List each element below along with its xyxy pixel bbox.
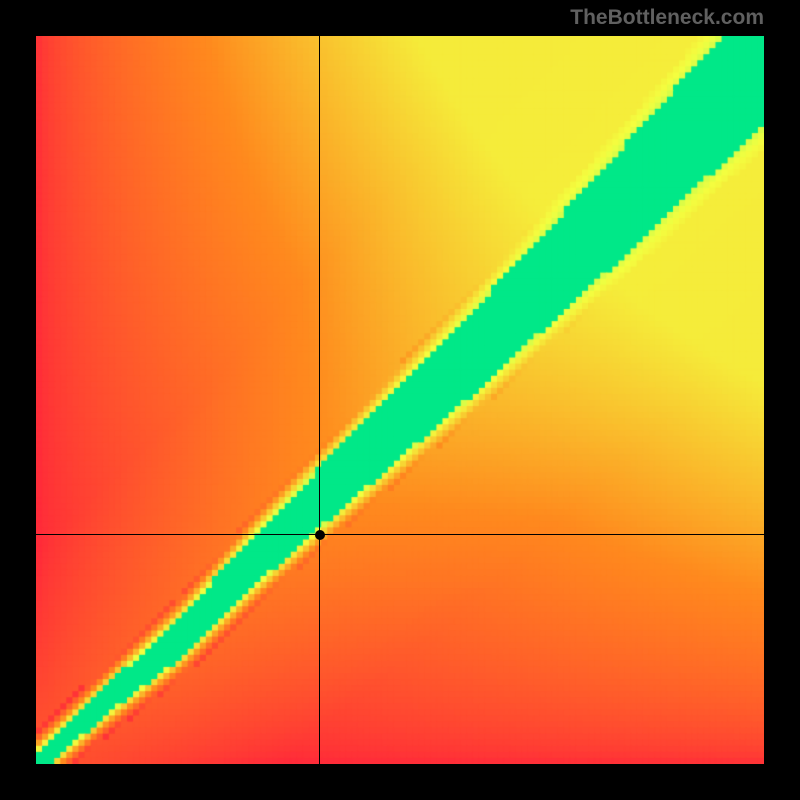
crosshair-vertical [319,36,320,764]
plot-area [36,36,764,764]
heatmap-canvas [36,36,764,764]
crosshair-marker [315,530,325,540]
crosshair-horizontal [36,534,764,535]
watermark-text: TheBottleneck.com [570,6,764,30]
